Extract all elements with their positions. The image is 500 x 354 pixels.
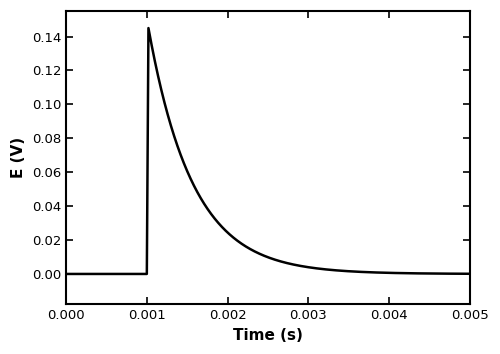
Y-axis label: E (V): E (V) [11, 137, 26, 178]
X-axis label: Time (s): Time (s) [233, 328, 303, 343]
